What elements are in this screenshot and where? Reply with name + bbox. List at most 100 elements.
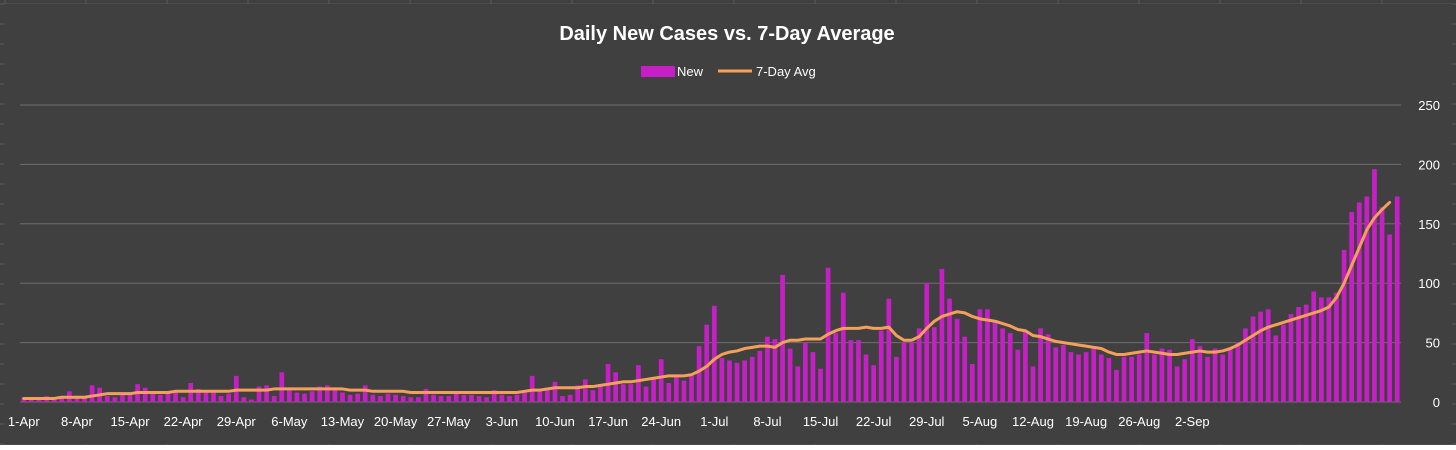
new-cases-bar [1318, 297, 1324, 402]
new-cases-bar [1364, 196, 1370, 402]
new-cases-bar [1045, 334, 1051, 402]
new-cases-bar [324, 385, 330, 402]
new-cases-bar [916, 328, 922, 402]
new-cases-bar [317, 386, 323, 402]
new-cases-bar [1091, 348, 1097, 402]
new-cases-bar [810, 352, 816, 402]
new-cases-bar [1258, 311, 1263, 402]
new-cases-bar [560, 396, 565, 402]
new-cases-bar [689, 375, 694, 402]
y-tick-label: 100 [1418, 276, 1440, 291]
new-cases-bar [340, 392, 345, 402]
new-cases-bar [1212, 348, 1218, 402]
new-cases-bar [742, 360, 747, 402]
new-cases-bar [211, 391, 216, 402]
new-cases-bar [294, 392, 300, 402]
new-cases-bar [749, 356, 755, 402]
new-cases-bar [658, 359, 664, 402]
new-cases-bar [287, 390, 292, 402]
new-cases-bar [29, 399, 34, 402]
new-cases-bar [985, 309, 990, 402]
new-cases-bar [681, 380, 687, 402]
new-cases-bar [1098, 354, 1104, 402]
y-tick-label: 50 [1426, 336, 1440, 351]
new-cases-bar [491, 390, 497, 402]
y-axis-tick-labels: 0 50 100 150 200 250 [1418, 98, 1440, 410]
new-cases-bar [878, 330, 884, 402]
new-cases-bar [309, 391, 315, 402]
new-cases-bar [514, 394, 520, 402]
chart-title: Daily New Cases vs. 7-Day Average [559, 23, 894, 45]
new-cases-bar [939, 268, 945, 402]
x-tick-label: 27-May [427, 414, 471, 429]
new-cases-bar [643, 386, 649, 402]
y-tick-label: 0 [1433, 395, 1440, 410]
new-cases-bar [582, 379, 588, 402]
new-cases-bar [537, 388, 543, 402]
new-cases-bar [1174, 366, 1180, 402]
new-cases-bar [378, 396, 383, 402]
new-cases-bar [347, 394, 353, 402]
y-gridlines [20, 104, 1401, 403]
x-tick-label: 13-May [321, 414, 365, 429]
new-cases-bar [226, 393, 232, 402]
new-cases-bar [1114, 369, 1119, 402]
new-cases-bar [947, 298, 952, 402]
new-cases-bars [21, 169, 1400, 402]
new-cases-bar [362, 385, 368, 402]
new-cases-bar [1023, 330, 1028, 402]
x-tick-label: 8-Jul [753, 414, 781, 429]
new-cases-bar [400, 396, 406, 402]
new-cases-bar [370, 394, 376, 402]
new-cases-bar [1015, 349, 1021, 402]
new-cases-bar [453, 393, 459, 402]
new-cases-bar [522, 391, 527, 402]
x-tick-label: 8-Apr [61, 414, 93, 429]
new-cases-bar [962, 336, 968, 402]
new-cases-bar [696, 346, 702, 402]
new-cases-bar [423, 388, 429, 402]
new-cases-bar [249, 399, 254, 402]
new-cases-bar [1038, 328, 1043, 402]
new-cases-bar [59, 397, 65, 402]
new-cases-bar [567, 394, 573, 402]
new-cases-bar [408, 397, 414, 402]
new-cases-bar [1152, 354, 1157, 402]
y-tick-label: 200 [1418, 157, 1440, 172]
new-cases-bar [651, 378, 656, 402]
new-cases-bar [1243, 328, 1248, 402]
x-tick-label: 3-Jun [486, 414, 519, 429]
new-cases-bar [787, 348, 793, 402]
new-cases-bar [1273, 335, 1279, 402]
new-cases-bar [575, 385, 581, 402]
new-cases-bar [863, 354, 869, 402]
new-cases-bar [1007, 333, 1013, 402]
new-cases-bar [484, 397, 490, 402]
new-cases-bar [431, 394, 436, 402]
new-cases-bar [1220, 354, 1226, 402]
new-cases-bar [51, 398, 57, 402]
legend-new-label: New [677, 64, 704, 79]
new-cases-bar [1326, 297, 1332, 402]
new-cases-bar [1083, 352, 1089, 402]
new-cases-bar [241, 397, 247, 402]
x-tick-label: 29-Jul [909, 414, 945, 429]
new-cases-bar [1068, 352, 1074, 402]
x-tick-label: 17-Jun [588, 414, 628, 429]
new-cases-bar [840, 292, 846, 402]
new-cases-bar [1076, 354, 1081, 402]
new-cases-bar [1000, 328, 1005, 402]
new-cases-bar [1372, 169, 1377, 402]
new-cases-bar [1356, 202, 1362, 402]
new-cases-bar [1167, 349, 1172, 402]
new-cases-bar [1182, 359, 1188, 402]
new-cases-bar [1053, 347, 1059, 402]
new-cases-bar [977, 309, 983, 402]
new-cases-bar [1387, 234, 1392, 402]
new-cases-bar [1189, 339, 1195, 402]
new-cases-bar [757, 350, 763, 402]
x-tick-label: 15-Jul [803, 414, 839, 429]
x-tick-label: 20-May [374, 414, 418, 429]
new-cases-bar [598, 386, 603, 402]
